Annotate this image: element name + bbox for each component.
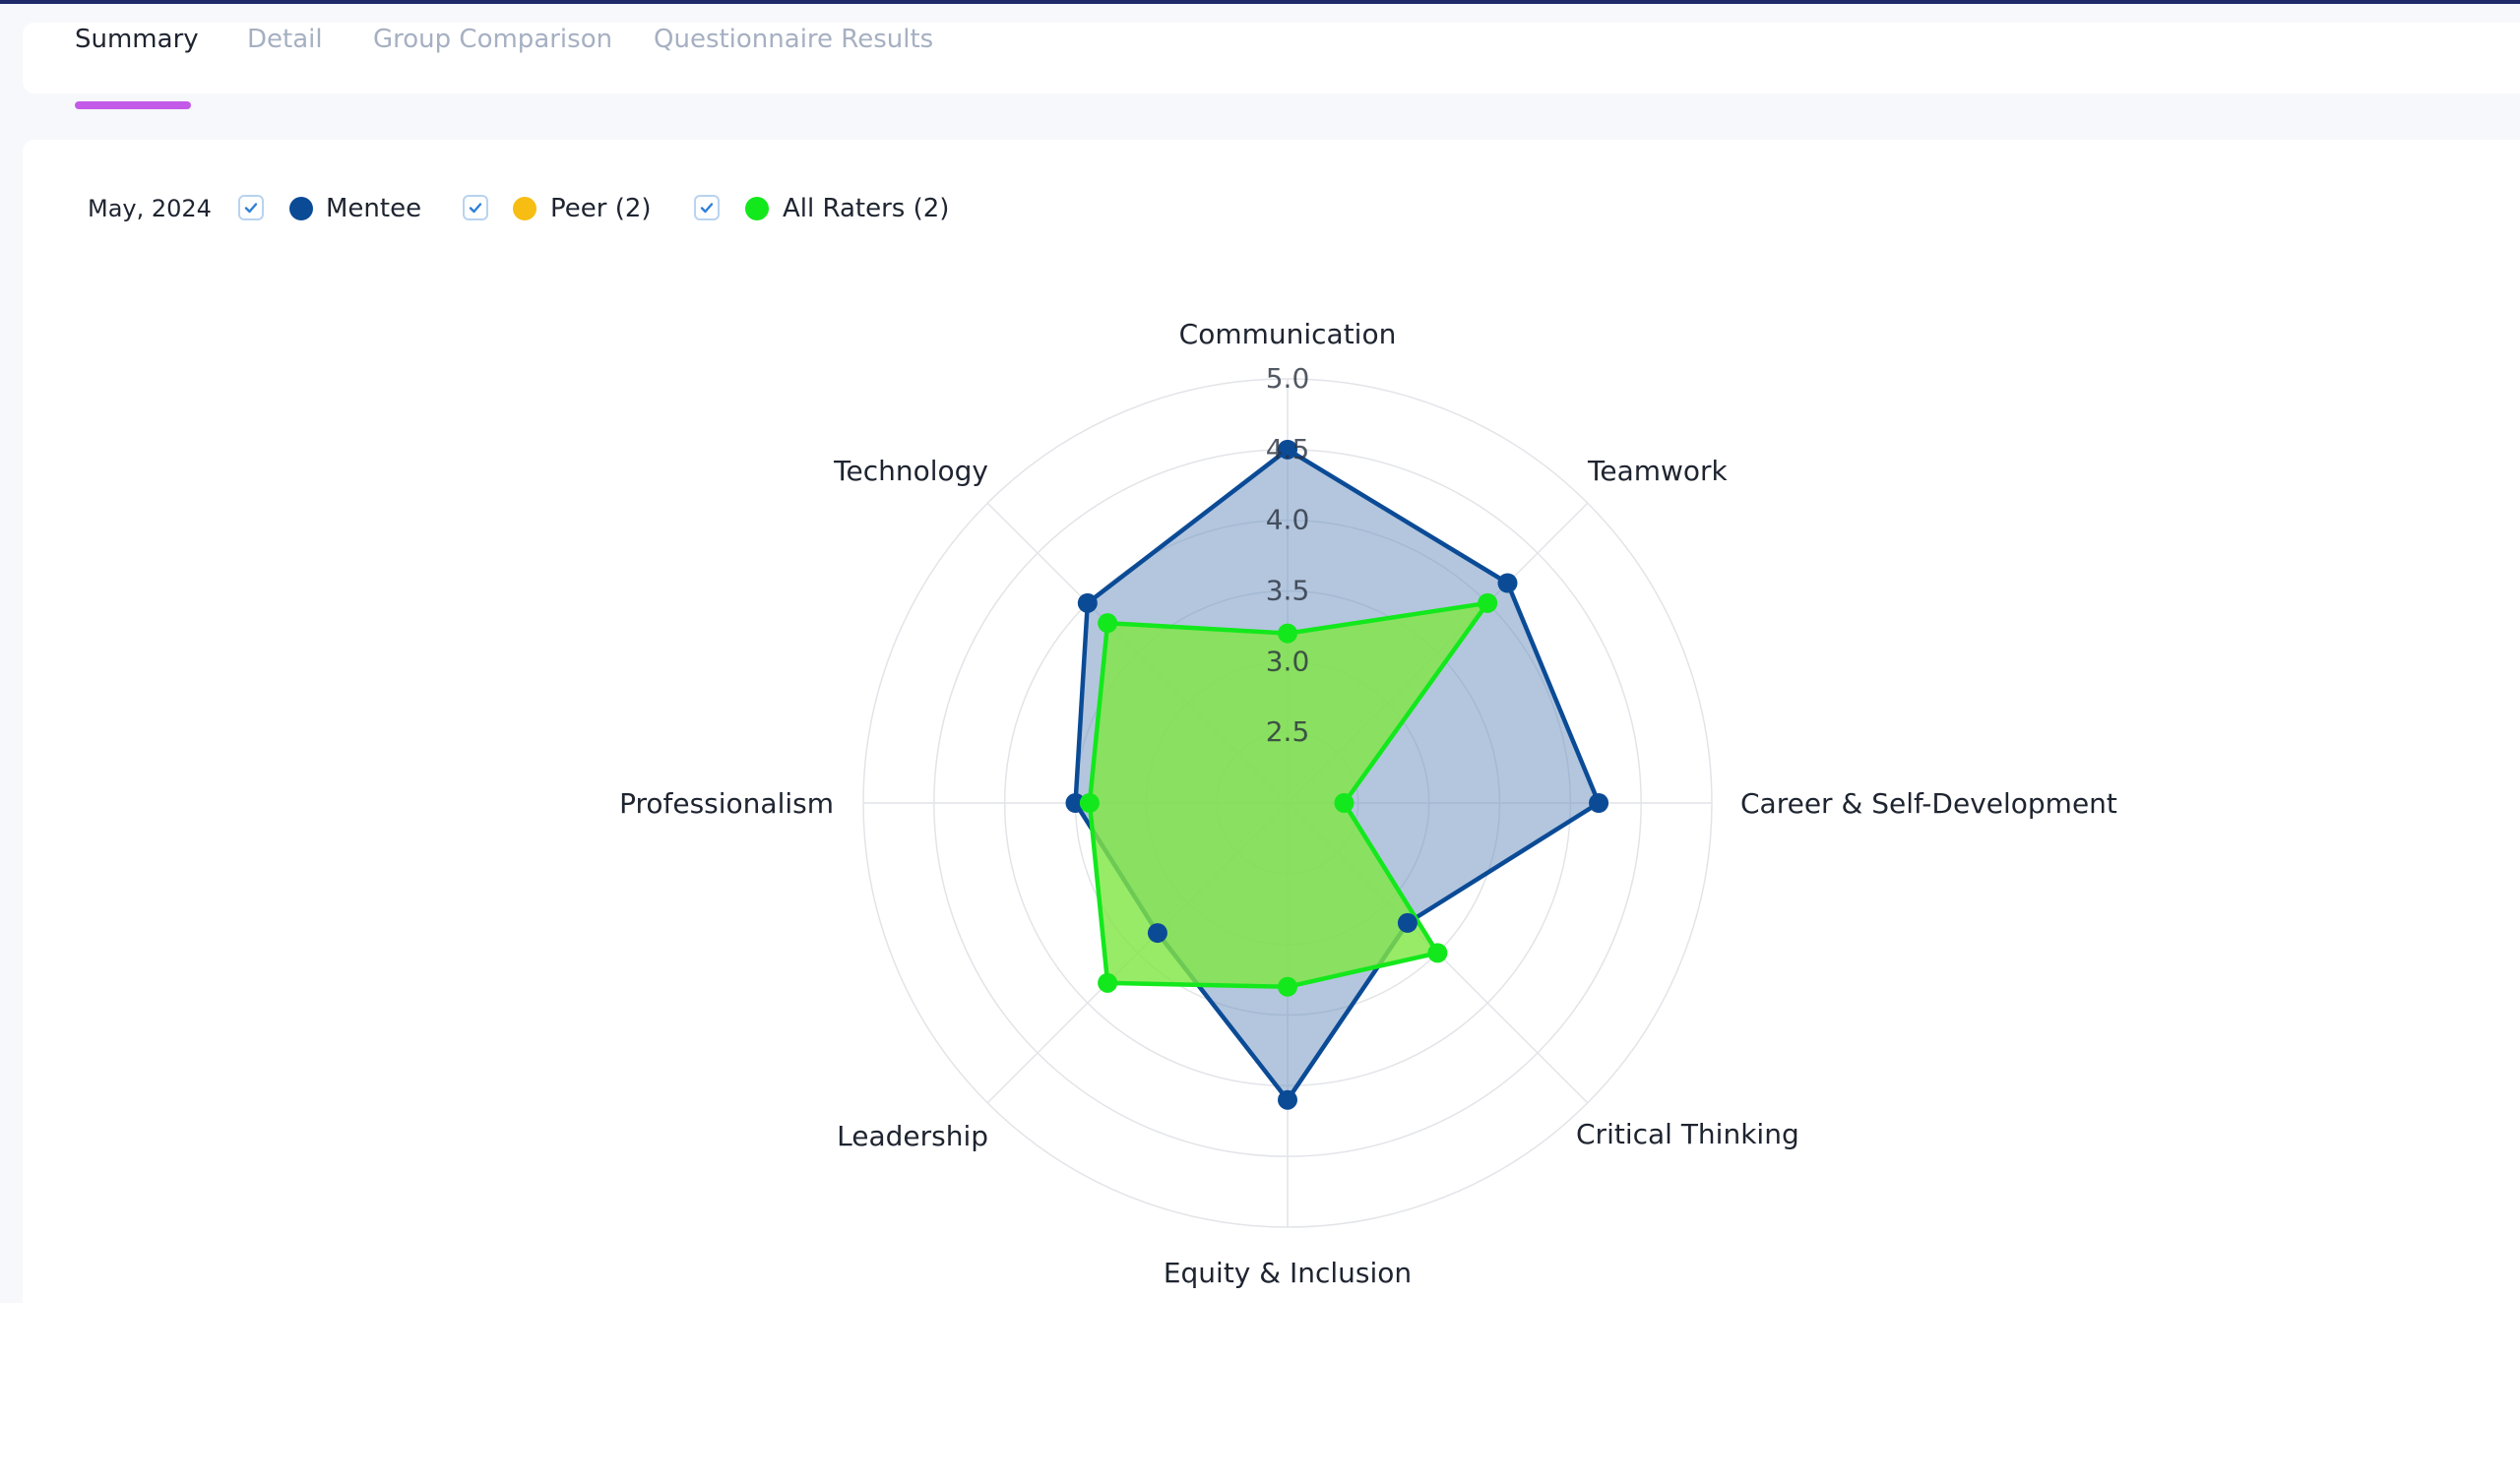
data-point-mentee [1589,793,1609,813]
data-point-mentee [1077,592,1098,613]
radial-tick-label: 3.5 [1266,575,1310,607]
radial-tick-label: 3.0 [1266,645,1310,677]
radial-tick-label: 4.5 [1266,433,1310,465]
data-point-mentee [1278,439,1297,460]
axis-label-critical-thinking: Critical Thinking [1576,1118,1799,1150]
all-raters-checkbox[interactable] [694,195,720,220]
radial-tick-label: 2.5 [1266,715,1310,748]
axis-label-career-self-development: Career & Self-Development [1740,787,2117,820]
axis-label-professionalism: Professionalism [619,787,834,820]
tab-summary[interactable]: Summary [75,25,199,54]
checkmark-icon [469,203,482,214]
checkmark-icon [244,203,258,214]
active-tab-indicator [75,101,191,109]
data-point-all-raters-2 [1427,943,1448,963]
data-point-all-raters-2 [1334,793,1354,813]
window-top-border [0,0,2520,4]
data-point-all-raters-2 [1098,613,1118,634]
checkmark-icon [700,203,714,214]
data-point-all-raters-2 [1278,623,1297,644]
legend-label-all-raters[interactable]: All Raters (2) [783,194,950,223]
axis-label-equity-inclusion: Equity & Inclusion [1164,1257,1412,1289]
tab-detail[interactable]: Detail [247,25,323,54]
data-point-mentee [1147,923,1167,944]
data-point-mentee [1497,573,1518,593]
tab-questionnaire-results[interactable]: Questionnaire Results [654,25,934,54]
data-point-all-raters-2 [1278,976,1297,997]
data-point-mentee [1397,912,1418,933]
legend-label-mentee[interactable]: Mentee [326,194,422,223]
data-point-all-raters-2 [1478,592,1498,613]
data-point-all-raters-2 [1098,972,1118,993]
data-point-mentee [1065,793,1086,813]
axis-label-communication: Communication [1179,318,1397,350]
legend-label-peer[interactable]: Peer (2) [550,194,652,223]
all-raters-color-dot [745,197,769,220]
axis-label-leadership: Leadership [837,1120,988,1152]
axis-label-technology: Technology [833,455,988,487]
data-point-all-raters-2 [1079,793,1100,813]
axis-label-teamwork: Teamwork [1587,455,1729,487]
tab-bar [23,23,2520,93]
mentee-color-dot [289,197,313,220]
mentee-checkbox[interactable] [238,195,264,220]
tab-group-comparison[interactable]: Group Comparison [373,25,613,54]
peer-checkbox[interactable] [463,195,488,220]
data-point-mentee [1278,1089,1297,1110]
radial-tick-label: 4.0 [1266,504,1310,536]
radial-tick-label: 5.0 [1266,362,1310,395]
peer-color-dot [513,197,536,220]
legend-date: May, 2024 [88,195,212,222]
